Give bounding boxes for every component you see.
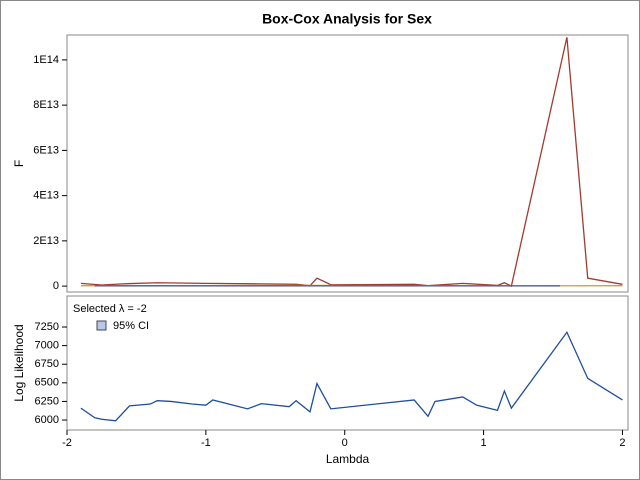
y-tick-label: 6000 [35, 414, 59, 426]
chart-title: Box-Cox Analysis for Sex [262, 11, 432, 27]
y-tick-label: 0 [53, 280, 59, 292]
y-tick-label: 2E13 [33, 235, 59, 247]
y-axis-title: F [12, 160, 26, 167]
x-tick-label: 2 [619, 437, 625, 449]
plot-frame [66, 34, 629, 293]
y-tick-label: 6500 [35, 377, 59, 389]
x-axis-title: Lambda [326, 452, 370, 466]
y-tick-label: 8E13 [33, 99, 59, 111]
legend-label: 95% CI [113, 320, 149, 332]
y-tick-label: 6E13 [33, 144, 59, 156]
y-tick-label: 4E13 [33, 190, 59, 202]
y-tick-label: 6750 [35, 358, 59, 370]
plot-frame [66, 295, 629, 431]
annotation: Selected λ = -2 [73, 303, 147, 315]
data-line [80, 330, 623, 422]
x-tick-label: -1 [201, 437, 211, 449]
x-tick-label: 0 [342, 437, 348, 449]
x-tick-label: 1 [481, 437, 487, 449]
y-axis-title: Log Likelihood [12, 324, 26, 401]
x-tick-label: -2 [62, 437, 72, 449]
y-tick-label: 7000 [35, 340, 59, 352]
y-tick-label: 6250 [35, 395, 59, 407]
y-tick-label: 1E14 [33, 54, 59, 66]
legend-swatch [96, 320, 107, 331]
y-tick-label: 7250 [35, 321, 59, 333]
